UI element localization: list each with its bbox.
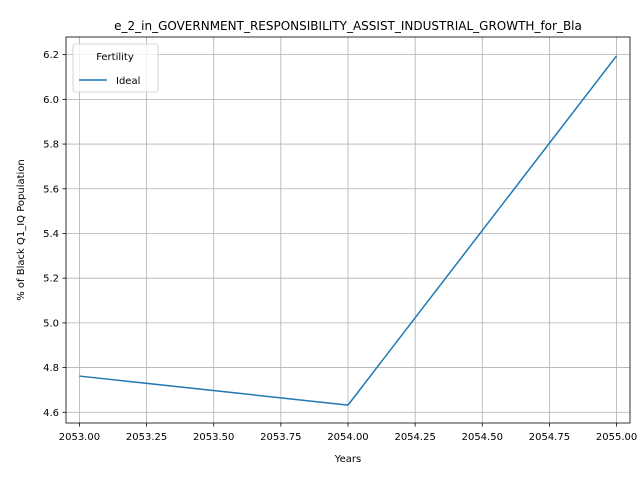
y-axis: 4.6 4.8 5.0 5.2 5.4 5.6 5.8 6.0 6.2	[43, 50, 66, 419]
series-layer	[79, 55, 618, 406]
x-tick-label: 2055.00	[596, 432, 637, 443]
x-tick-label: 2054.00	[327, 432, 368, 443]
x-tick-label: 2054.25	[394, 432, 435, 443]
x-tick-label: 2053.75	[260, 432, 301, 443]
y-tick-label: 5.0	[43, 318, 59, 329]
x-tick-label: 2054.50	[462, 432, 503, 443]
y-tick-label: 6.2	[43, 50, 59, 61]
x-tick-label: 2054.75	[529, 432, 570, 443]
series-line-ideal	[79, 55, 618, 406]
x-tick-label: 2053.00	[59, 432, 100, 443]
legend-label: Ideal	[116, 76, 140, 87]
y-tick-label: 4.8	[43, 363, 59, 374]
y-tick-label: 6.0	[43, 95, 59, 106]
x-axis: 2053.00 2053.25 2053.50 2053.75 2054.00 2054.…	[59, 423, 637, 443]
y-tick-label: 5.4	[43, 229, 59, 240]
legend-title: Fertility	[96, 52, 134, 63]
y-tick-label: 5.6	[43, 184, 59, 195]
grid	[66, 37, 630, 423]
chart-title: e_2_in_GOVERNMENT_RESPONSIBILITY_ASSIST_…	[114, 19, 582, 33]
y-tick-label: 4.6	[43, 408, 59, 419]
x-tick-label: 2053.50	[193, 432, 234, 443]
x-axis-label: Years	[334, 454, 361, 465]
legend: Fertility Ideal	[72, 43, 159, 93]
y-axis-label: % of Black Q1_IQ Population	[16, 159, 27, 301]
y-tick-label: 5.2	[43, 274, 59, 285]
x-tick-label: 2053.25	[126, 432, 167, 443]
y-tick-label: 5.8	[43, 140, 59, 151]
